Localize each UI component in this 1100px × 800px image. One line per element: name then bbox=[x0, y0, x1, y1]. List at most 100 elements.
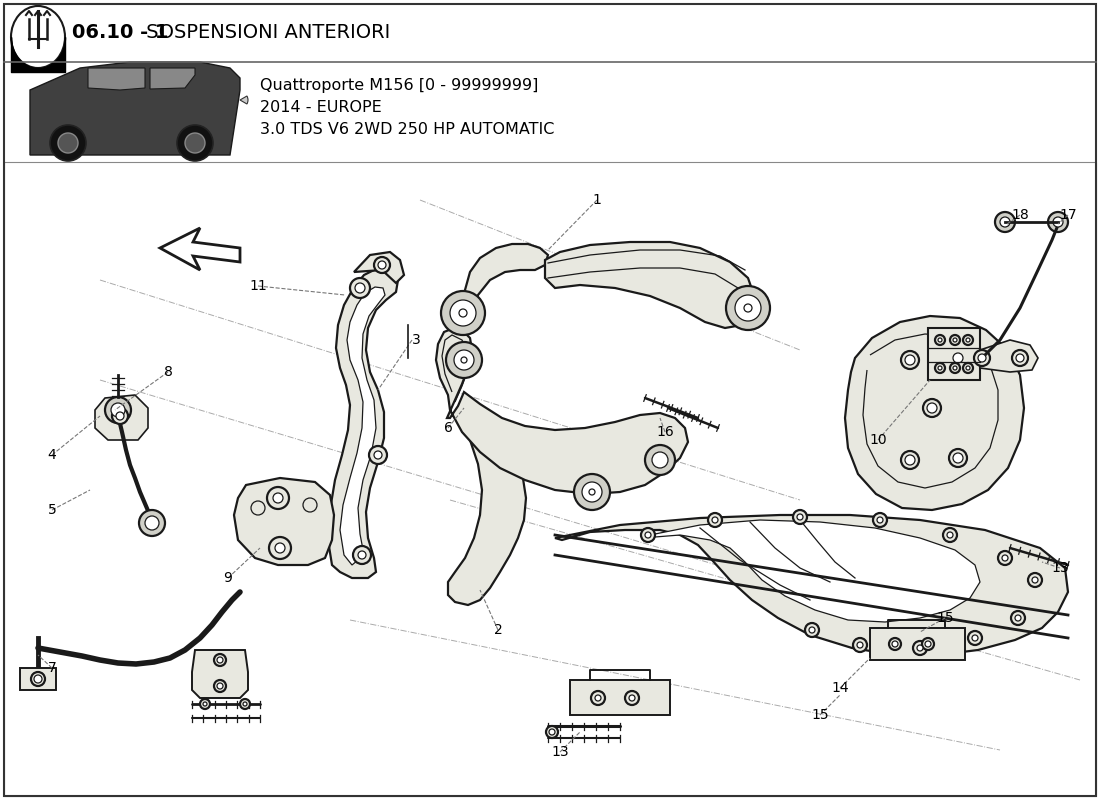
Polygon shape bbox=[436, 328, 688, 494]
Circle shape bbox=[358, 551, 366, 559]
Polygon shape bbox=[544, 242, 755, 328]
Text: 4: 4 bbox=[47, 448, 56, 462]
Circle shape bbox=[214, 654, 225, 666]
Circle shape bbox=[950, 363, 960, 373]
Circle shape bbox=[962, 335, 974, 345]
Circle shape bbox=[652, 452, 668, 468]
Circle shape bbox=[31, 672, 45, 686]
Text: 6: 6 bbox=[443, 421, 452, 435]
Circle shape bbox=[58, 133, 78, 153]
Circle shape bbox=[877, 517, 883, 523]
Circle shape bbox=[302, 498, 317, 512]
Text: 10: 10 bbox=[869, 433, 887, 447]
Circle shape bbox=[374, 257, 390, 273]
Circle shape bbox=[996, 212, 1015, 232]
Circle shape bbox=[708, 513, 722, 527]
Circle shape bbox=[978, 354, 986, 362]
Circle shape bbox=[217, 657, 223, 663]
Circle shape bbox=[111, 403, 125, 417]
Circle shape bbox=[50, 125, 86, 161]
Circle shape bbox=[251, 501, 265, 515]
Circle shape bbox=[270, 537, 292, 559]
Circle shape bbox=[1048, 212, 1068, 232]
Circle shape bbox=[591, 691, 605, 705]
Circle shape bbox=[34, 675, 42, 683]
Circle shape bbox=[966, 366, 970, 370]
Polygon shape bbox=[462, 244, 548, 320]
Circle shape bbox=[938, 366, 942, 370]
Circle shape bbox=[726, 286, 770, 330]
Ellipse shape bbox=[11, 6, 65, 68]
Text: 3.0 TDS V6 2WD 250 HP AUTOMATIC: 3.0 TDS V6 2WD 250 HP AUTOMATIC bbox=[260, 122, 554, 137]
Polygon shape bbox=[448, 412, 526, 605]
Circle shape bbox=[905, 455, 915, 465]
Circle shape bbox=[625, 691, 639, 705]
Circle shape bbox=[629, 695, 635, 701]
Circle shape bbox=[953, 338, 957, 342]
Text: 2: 2 bbox=[494, 623, 503, 637]
Circle shape bbox=[641, 528, 654, 542]
Circle shape bbox=[901, 451, 918, 469]
Polygon shape bbox=[978, 340, 1038, 372]
Text: 5: 5 bbox=[47, 503, 56, 517]
Circle shape bbox=[740, 300, 756, 316]
Circle shape bbox=[378, 261, 386, 269]
Text: 9: 9 bbox=[223, 571, 232, 585]
Circle shape bbox=[1000, 217, 1010, 227]
Circle shape bbox=[200, 699, 210, 709]
Polygon shape bbox=[650, 520, 980, 622]
Circle shape bbox=[712, 517, 718, 523]
Circle shape bbox=[454, 350, 474, 370]
Circle shape bbox=[461, 357, 468, 363]
Text: 16: 16 bbox=[656, 425, 674, 439]
Circle shape bbox=[582, 482, 602, 502]
Circle shape bbox=[805, 623, 820, 637]
Circle shape bbox=[104, 397, 131, 423]
Circle shape bbox=[972, 635, 978, 641]
Circle shape bbox=[947, 532, 953, 538]
Circle shape bbox=[953, 453, 962, 463]
Polygon shape bbox=[340, 287, 385, 565]
Circle shape bbox=[217, 683, 223, 689]
Circle shape bbox=[793, 510, 807, 524]
Circle shape bbox=[214, 680, 225, 692]
Text: 1: 1 bbox=[593, 193, 602, 207]
Circle shape bbox=[917, 645, 923, 651]
Text: 3: 3 bbox=[412, 333, 420, 347]
Circle shape bbox=[735, 295, 761, 321]
Circle shape bbox=[998, 551, 1012, 565]
Polygon shape bbox=[845, 316, 1024, 510]
Circle shape bbox=[949, 349, 967, 367]
Circle shape bbox=[240, 699, 250, 709]
Circle shape bbox=[873, 513, 887, 527]
Text: 14: 14 bbox=[832, 681, 849, 695]
Circle shape bbox=[913, 641, 927, 655]
Circle shape bbox=[938, 338, 942, 342]
Circle shape bbox=[935, 335, 945, 345]
Circle shape bbox=[857, 642, 864, 648]
Circle shape bbox=[1011, 611, 1025, 625]
Circle shape bbox=[350, 278, 370, 298]
Circle shape bbox=[950, 335, 960, 345]
Circle shape bbox=[943, 528, 957, 542]
Circle shape bbox=[1053, 217, 1063, 227]
Text: 17: 17 bbox=[1059, 208, 1077, 222]
Circle shape bbox=[273, 493, 283, 503]
Circle shape bbox=[355, 283, 365, 293]
Polygon shape bbox=[30, 62, 240, 155]
Circle shape bbox=[177, 125, 213, 161]
Polygon shape bbox=[354, 252, 404, 283]
Circle shape bbox=[353, 546, 371, 564]
Text: 11: 11 bbox=[249, 279, 267, 293]
Text: 15: 15 bbox=[811, 708, 828, 722]
Circle shape bbox=[441, 291, 485, 335]
FancyBboxPatch shape bbox=[928, 328, 980, 380]
Circle shape bbox=[925, 641, 931, 647]
Circle shape bbox=[645, 445, 675, 475]
Text: SOSPENSIONI ANTERIORI: SOSPENSIONI ANTERIORI bbox=[140, 22, 390, 42]
Circle shape bbox=[645, 532, 651, 538]
Text: 18: 18 bbox=[1011, 208, 1028, 222]
Circle shape bbox=[962, 363, 974, 373]
Circle shape bbox=[458, 354, 470, 366]
Wedge shape bbox=[240, 96, 248, 104]
